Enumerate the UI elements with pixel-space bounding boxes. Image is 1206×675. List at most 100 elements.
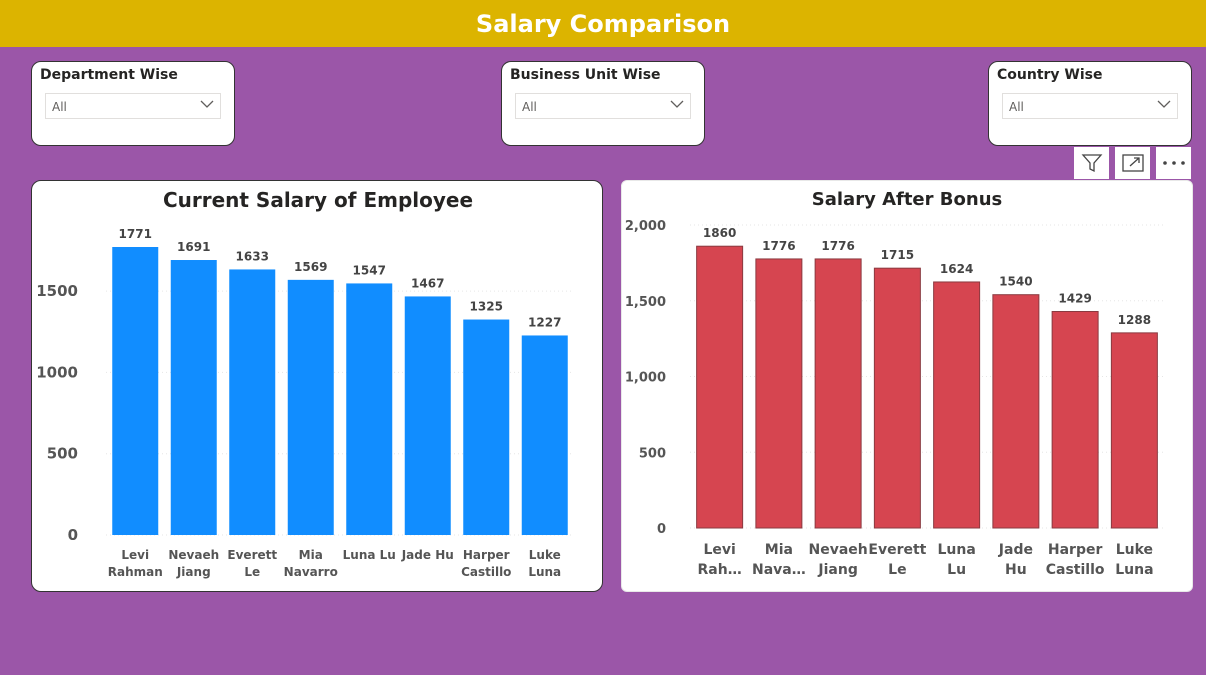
current-salary-chart-title: Current Salary of Employee bbox=[163, 188, 473, 212]
salary-after-bonus-x-tick-label: Le bbox=[888, 562, 906, 578]
salary-after-bonus-y-tick-label: 0 bbox=[657, 522, 666, 537]
current-salary-bar[interactable] bbox=[170, 260, 217, 535]
salary-after-bonus-x-tick-label: Harper bbox=[1048, 542, 1103, 558]
salary-after-bonus-y-tick-label: 500 bbox=[639, 446, 666, 461]
salary-after-bonus-x-tick-label: Nava… bbox=[752, 562, 806, 578]
current-salary-data-label: 1691 bbox=[177, 240, 210, 254]
current-salary-bar[interactable] bbox=[404, 296, 451, 535]
salary-after-bonus-bar[interactable] bbox=[992, 294, 1040, 529]
salary-after-bonus-bar[interactable] bbox=[873, 267, 921, 529]
salary-after-bonus-bar[interactable] bbox=[696, 245, 744, 529]
salary-after-bonus-x-tick-label: Everett bbox=[868, 542, 926, 558]
current-salary-bar[interactable] bbox=[521, 335, 568, 535]
salary-after-bonus-chart-title: Salary After Bonus bbox=[812, 189, 1002, 210]
salary-after-bonus-y-tick-label: 1,500 bbox=[625, 295, 666, 310]
current-salary-data-label: 1569 bbox=[294, 260, 327, 274]
salary-after-bonus-data-label: 1860 bbox=[703, 226, 736, 240]
salary-after-bonus-x-tick-label: Hu bbox=[1005, 562, 1027, 578]
current-salary-x-tick-label: Le bbox=[244, 565, 260, 579]
department-dropdown-value: All bbox=[52, 100, 67, 114]
salary-after-bonus-data-label: 1776 bbox=[821, 239, 854, 253]
current-salary-x-tick-label: Luna bbox=[528, 565, 561, 579]
salary-after-bonus-data-label: 1776 bbox=[762, 239, 795, 253]
salary-after-bonus-x-tick-label: Luna bbox=[1115, 562, 1153, 578]
current-salary-y-tick-label: 500 bbox=[47, 445, 78, 463]
current-salary-bar[interactable] bbox=[346, 283, 393, 535]
business-unit-slicer: Business Unit Wise All bbox=[501, 61, 705, 146]
salary-after-bonus-y-tick-label: 1,000 bbox=[625, 371, 666, 386]
salary-after-bonus-x-tick-label: Jiang bbox=[817, 562, 857, 578]
country-dropdown[interactable]: All bbox=[1002, 93, 1178, 119]
more-options-icon bbox=[1162, 161, 1185, 165]
current-salary-x-tick-label: Rahman bbox=[108, 565, 163, 579]
salary-after-bonus-x-tick-label: Castillo bbox=[1046, 562, 1105, 578]
focus-mode-button[interactable] bbox=[1115, 147, 1150, 179]
business-unit-slicer-label: Business Unit Wise bbox=[510, 67, 661, 83]
current-salary-x-tick-label: Navarro bbox=[284, 565, 338, 579]
current-salary-x-tick-label: Jiang bbox=[176, 565, 211, 579]
current-salary-x-tick-label: Castillo bbox=[461, 565, 511, 579]
current-salary-x-tick-label: Nevaeh bbox=[168, 548, 219, 562]
current-salary-data-label: 1547 bbox=[353, 263, 386, 277]
country-slicer: Country Wise All bbox=[988, 61, 1192, 146]
salary-after-bonus-data-label: 1288 bbox=[1118, 313, 1151, 327]
department-slicer-label: Department Wise bbox=[40, 67, 178, 83]
salary-after-bonus-data-label: 1715 bbox=[881, 248, 914, 262]
salary-after-bonus-x-tick-label: Lu bbox=[947, 562, 966, 578]
salary-after-bonus-x-tick-label: Levi bbox=[703, 542, 735, 558]
business-unit-dropdown[interactable]: All bbox=[515, 93, 691, 119]
current-salary-x-tick-label: Levi bbox=[121, 548, 149, 562]
title-banner: Salary Comparison bbox=[0, 0, 1206, 47]
salary-after-bonus-bar[interactable] bbox=[755, 258, 803, 529]
salary-after-bonus-bar[interactable] bbox=[933, 281, 981, 529]
country-dropdown-value: All bbox=[1009, 100, 1024, 114]
department-dropdown[interactable]: All bbox=[45, 93, 221, 119]
more-options-button[interactable] bbox=[1156, 147, 1191, 179]
current-salary-x-tick-label: Jade Hu bbox=[401, 548, 454, 562]
salary-after-bonus-bar[interactable] bbox=[1110, 332, 1158, 529]
current-salary-bar[interactable] bbox=[229, 269, 276, 535]
current-salary-data-label: 1633 bbox=[236, 249, 269, 263]
current-salary-x-tick-label: Everett bbox=[227, 548, 277, 562]
chevron-down-icon bbox=[670, 100, 684, 108]
current-salary-bar[interactable] bbox=[112, 247, 159, 535]
current-salary-card: Current Salary of Employee 0 500 1000 1500 17… bbox=[31, 180, 603, 592]
focus-mode-icon bbox=[1121, 154, 1144, 172]
current-salary-y-tick-label: 1000 bbox=[36, 363, 78, 381]
current-salary-y-tick-label: 1500 bbox=[36, 282, 78, 300]
current-salary-data-label: 1771 bbox=[119, 227, 152, 241]
business-unit-dropdown-value: All bbox=[522, 100, 537, 114]
current-salary-x-tick-label: Mia bbox=[299, 548, 323, 562]
filter-icon bbox=[1081, 154, 1102, 173]
salary-after-bonus-bar[interactable] bbox=[1051, 311, 1099, 529]
current-salary-x-tick-label: Luna Lu bbox=[343, 548, 396, 562]
current-salary-bar[interactable] bbox=[463, 319, 510, 535]
salary-after-bonus-data-label: 1624 bbox=[940, 262, 973, 276]
salary-after-bonus-data-label: 1540 bbox=[999, 275, 1032, 289]
current-salary-x-tick-label: Luke bbox=[529, 548, 561, 562]
current-salary-data-label: 1325 bbox=[470, 300, 503, 314]
current-salary-bar[interactable] bbox=[287, 279, 334, 535]
salary-after-bonus-bar[interactable] bbox=[814, 258, 862, 529]
current-salary-chart: Current Salary of Employee 0 500 1000 1500 17… bbox=[36, 188, 574, 579]
salary-after-bonus-y-tick-label: 2,000 bbox=[625, 219, 666, 234]
current-salary-y-tick-label: 0 bbox=[68, 526, 78, 544]
salary-after-bonus-x-tick-label: Mia bbox=[765, 542, 793, 558]
salary-after-bonus-x-tick-label: Jade bbox=[998, 542, 1033, 558]
chevron-down-icon bbox=[1157, 100, 1171, 108]
salary-after-bonus-data-label: 1429 bbox=[1058, 292, 1091, 306]
filter-button[interactable] bbox=[1074, 147, 1109, 179]
salary-after-bonus-card: Salary After Bonus 0 500 1,000 1,500 2,000 186… bbox=[621, 180, 1193, 592]
salary-after-bonus-x-tick-label: Luke bbox=[1116, 542, 1153, 558]
salary-after-bonus-chart: Salary After Bonus 0 500 1,000 1,500 2,000 186… bbox=[625, 189, 1164, 578]
salary-after-bonus-x-tick-label: Luna bbox=[937, 542, 975, 558]
current-salary-data-label: 1467 bbox=[411, 276, 444, 290]
salary-after-bonus-x-tick-label: Rah… bbox=[698, 562, 742, 578]
page-title: Salary Comparison bbox=[475, 9, 731, 38]
country-slicer-label: Country Wise bbox=[997, 67, 1103, 83]
chevron-down-icon bbox=[200, 100, 214, 108]
salary-after-bonus-x-tick-label: Nevaeh bbox=[809, 542, 868, 558]
current-salary-x-tick-label: Harper bbox=[463, 548, 510, 562]
current-salary-data-label: 1227 bbox=[528, 315, 561, 329]
department-slicer: Department Wise All bbox=[31, 61, 235, 146]
